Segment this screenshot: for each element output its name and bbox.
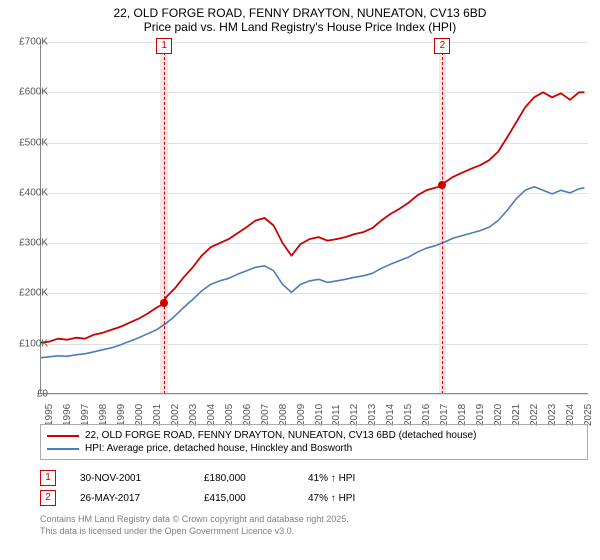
chart-title: 22, OLD FORGE ROAD, FENNY DRAYTON, NUNEA… — [0, 0, 600, 36]
attribution-text: Contains HM Land Registry data © Crown c… — [40, 514, 588, 537]
transaction-price: £415,000 — [204, 493, 284, 504]
x-tick-label: 2018 — [457, 404, 468, 426]
transaction-pct: 41% ↑ HPI — [308, 473, 398, 484]
transactions-table: 1 30-NOV-2001 £180,000 41% ↑ HPI 2 26-MAY-201… — [40, 468, 588, 508]
transaction-marker-dot — [438, 181, 446, 189]
y-tick-label: £200K — [19, 288, 48, 299]
transaction-price: £180,000 — [204, 473, 284, 484]
chart-container: { "title": { "line1": "22, OLD FORGE ROA… — [0, 0, 600, 560]
legend-row: 22, OLD FORGE ROAD, FENNY DRAYTON, NUNEA… — [47, 429, 581, 442]
series-line — [40, 187, 584, 358]
x-tick-label: 2020 — [493, 404, 504, 426]
transaction-marker-badge: 2 — [434, 38, 450, 54]
transaction-date: 26-MAY-2017 — [80, 493, 180, 504]
x-tick-label: 2004 — [206, 404, 217, 426]
y-tick-label: £700K — [19, 37, 48, 48]
x-tick-label: 2003 — [188, 404, 199, 426]
legend-label: 22, OLD FORGE ROAD, FENNY DRAYTON, NUNEA… — [85, 430, 476, 441]
legend-swatch — [47, 435, 79, 437]
title-line-1: 22, OLD FORGE ROAD, FENNY DRAYTON, NUNEA… — [10, 6, 590, 20]
y-tick-label: £0 — [37, 389, 48, 400]
y-tick-label: £500K — [19, 137, 48, 148]
x-tick-label: 1998 — [98, 404, 109, 426]
x-tick-label: 2015 — [403, 404, 414, 426]
x-tick-label: 2006 — [242, 404, 253, 426]
x-tick-label: 1999 — [116, 404, 127, 426]
x-tick-label: 2000 — [134, 404, 145, 426]
transaction-marker-badge: 1 — [156, 38, 172, 54]
x-tick-label: 1997 — [80, 404, 91, 426]
x-tick-label: 1995 — [44, 404, 55, 426]
x-tick-label: 2012 — [349, 404, 360, 426]
legend-box: 22, OLD FORGE ROAD, FENNY DRAYTON, NUNEA… — [40, 424, 588, 460]
legend-and-footer: 22, OLD FORGE ROAD, FENNY DRAYTON, NUNEA… — [40, 424, 588, 537]
x-tick-label: 2007 — [260, 404, 271, 426]
x-tick-label: 2008 — [278, 404, 289, 426]
series-line — [40, 92, 584, 342]
x-tick-label: 2022 — [529, 404, 540, 426]
transaction-badge: 1 — [40, 470, 56, 486]
transaction-date: 30-NOV-2001 — [80, 473, 180, 484]
transaction-marker-line — [442, 42, 443, 394]
transaction-badge: 2 — [40, 490, 56, 506]
transaction-pct: 47% ↑ HPI — [308, 493, 398, 504]
transaction-marker-dot — [160, 299, 168, 307]
grid-line — [40, 394, 588, 395]
transaction-marker-line — [164, 42, 165, 394]
legend-label: HPI: Average price, detached house, Hinc… — [85, 443, 352, 454]
x-tick-label: 2013 — [367, 404, 378, 426]
x-tick-label: 2016 — [421, 404, 432, 426]
x-tick-label: 2009 — [296, 404, 307, 426]
x-tick-label: 2021 — [511, 404, 522, 426]
legend-swatch — [47, 448, 79, 450]
attribution-line-1: Contains HM Land Registry data © Crown c… — [40, 514, 588, 526]
x-tick-label: 2002 — [170, 404, 181, 426]
y-tick-label: £100K — [19, 338, 48, 349]
x-tick-label: 2005 — [224, 404, 235, 426]
y-tick-label: £600K — [19, 87, 48, 98]
title-line-2: Price paid vs. HM Land Registry's House … — [10, 20, 590, 34]
transaction-row: 2 26-MAY-2017 £415,000 47% ↑ HPI — [40, 488, 588, 508]
x-tick-label: 2014 — [385, 404, 396, 426]
legend-row: HPI: Average price, detached house, Hinc… — [47, 442, 581, 455]
x-tick-label: 1996 — [62, 404, 73, 426]
x-tick-label: 2023 — [547, 404, 558, 426]
y-tick-label: £300K — [19, 238, 48, 249]
x-tick-label: 2001 — [152, 404, 163, 426]
x-tick-label: 2010 — [314, 404, 325, 426]
x-tick-label: 2025 — [583, 404, 594, 426]
y-tick-label: £400K — [19, 187, 48, 198]
attribution-line-2: This data is licensed under the Open Gov… — [40, 526, 588, 538]
transaction-row: 1 30-NOV-2001 £180,000 41% ↑ HPI — [40, 468, 588, 488]
plot-area: 12 — [40, 42, 588, 394]
x-tick-label: 2019 — [475, 404, 486, 426]
x-tick-label: 2024 — [565, 404, 576, 426]
line-plot-svg — [40, 42, 588, 394]
x-tick-label: 2011 — [331, 404, 342, 426]
x-tick-label: 2017 — [439, 404, 450, 426]
